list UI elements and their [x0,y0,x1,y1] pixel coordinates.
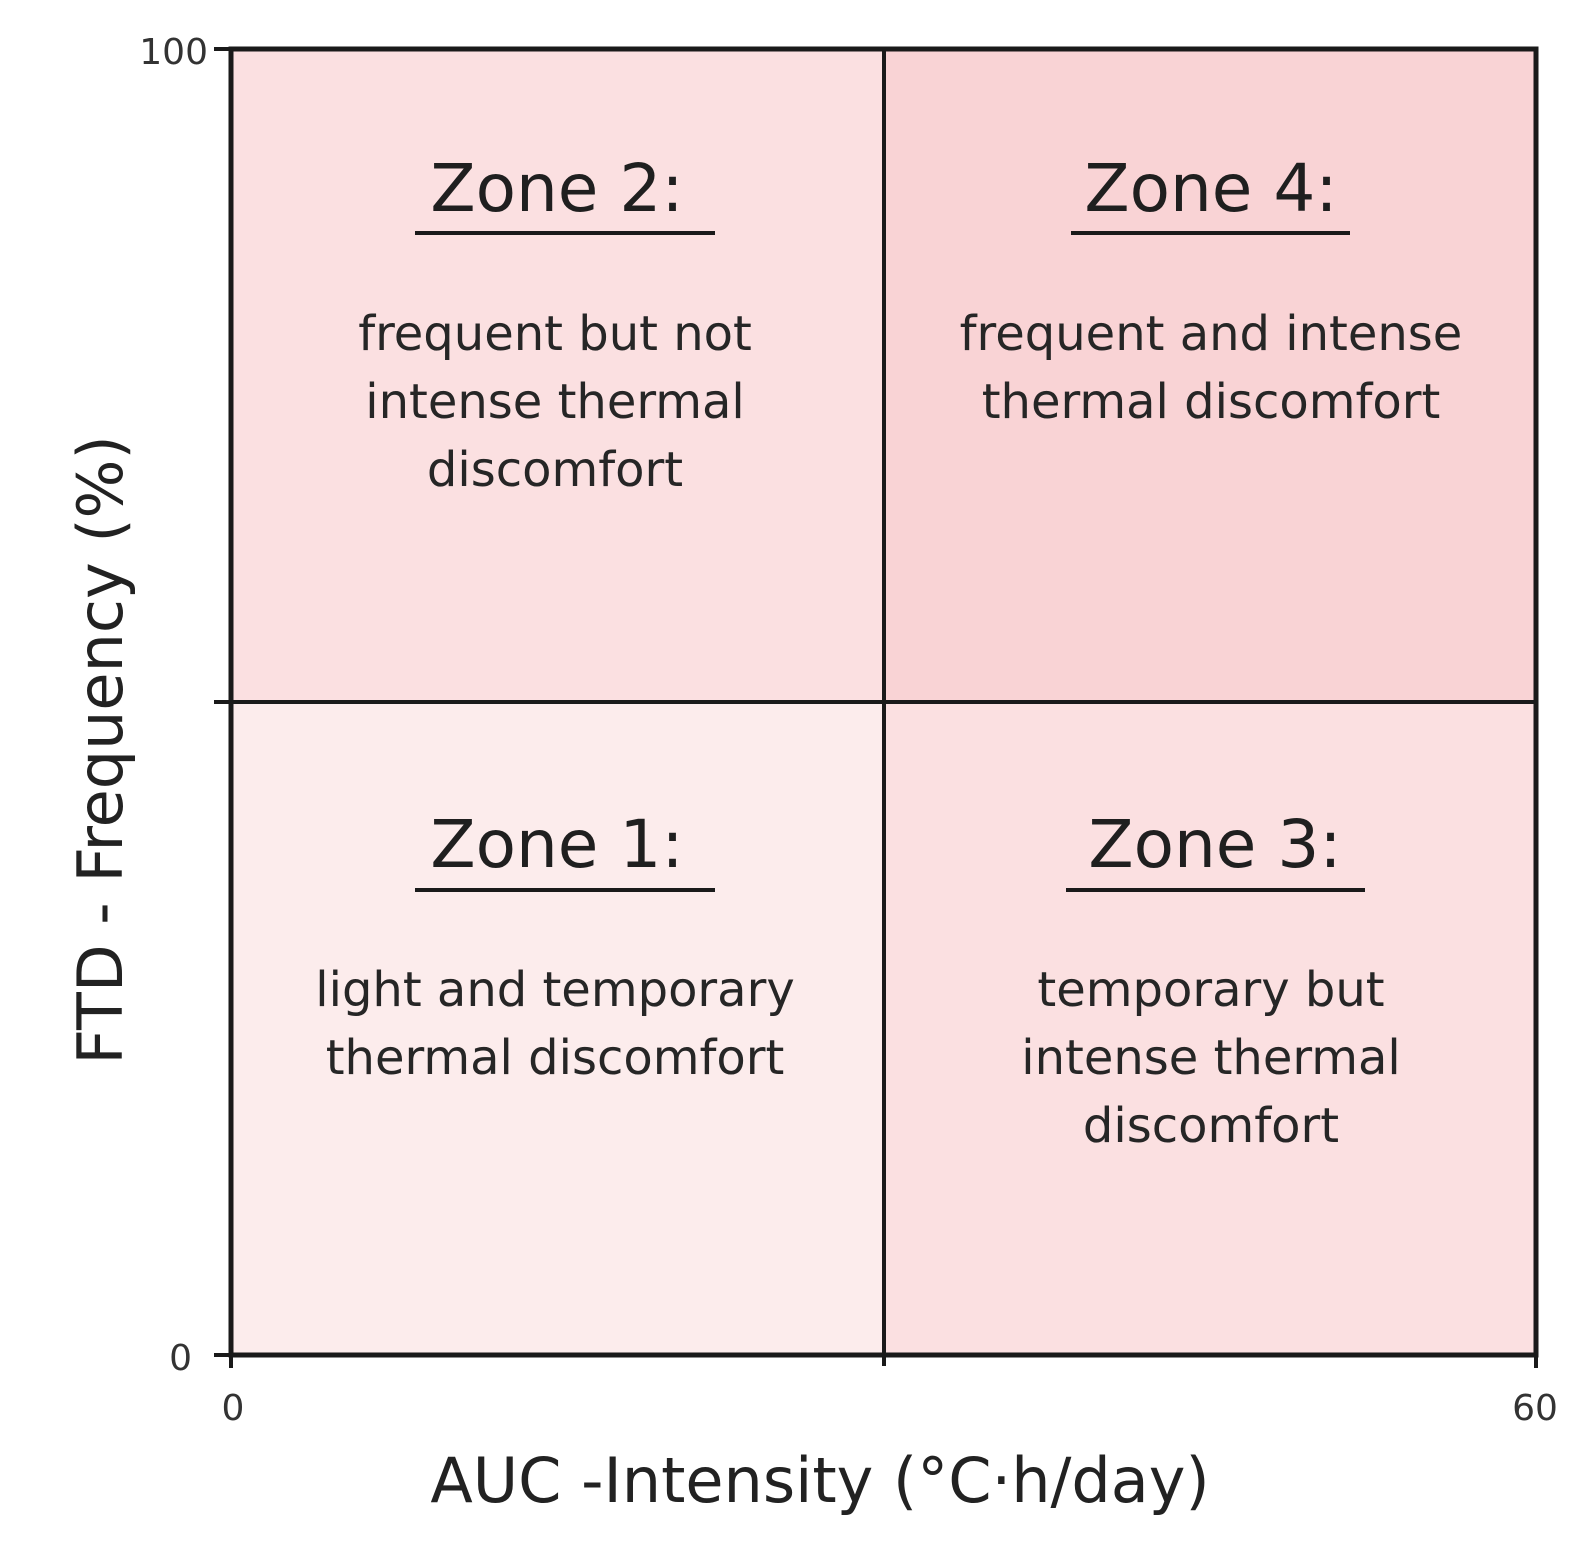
y-max-label: 100 [139,32,208,73]
zone-1-desc-line-1: light and temporary [315,962,794,1018]
x-max-label: 60 [1512,1388,1558,1429]
x-axis-title: AUC -Intensity (°C·h/day) [430,1444,1209,1517]
zone-1-desc-line-2: thermal discomfort [326,1030,785,1086]
x-min-label: 0 [222,1388,245,1429]
zone-2-desc-line-1: frequent but not [358,306,752,362]
zone-3-desc-line-3: discomfort [1083,1098,1339,1154]
zone-3-desc-line-1: temporary but [1037,962,1384,1018]
zone-1-title: Zone 1: [430,806,683,883]
zone-1-area [231,702,884,1355]
y-axis-title: FTD - Frequency (%) [64,435,137,1064]
y-min-label: 0 [169,1338,192,1379]
zone-3-area [884,702,1536,1355]
zone-2-area [231,49,884,702]
zone-3-title: Zone 3: [1088,806,1341,883]
zone-4-title: Zone 4: [1084,150,1337,227]
zone-2-desc-line-3: discomfort [427,442,683,498]
zone-4-area [884,49,1536,702]
zone-2-title: Zone 2: [430,150,683,227]
zone-2-desc-line-2: intense thermal [365,374,745,430]
zone-4-desc-line-1: frequent and intense [960,306,1463,362]
zone-4-desc-line-2: thermal discomfort [982,374,1441,430]
zone-3-desc-line-2: intense thermal [1021,1030,1401,1086]
